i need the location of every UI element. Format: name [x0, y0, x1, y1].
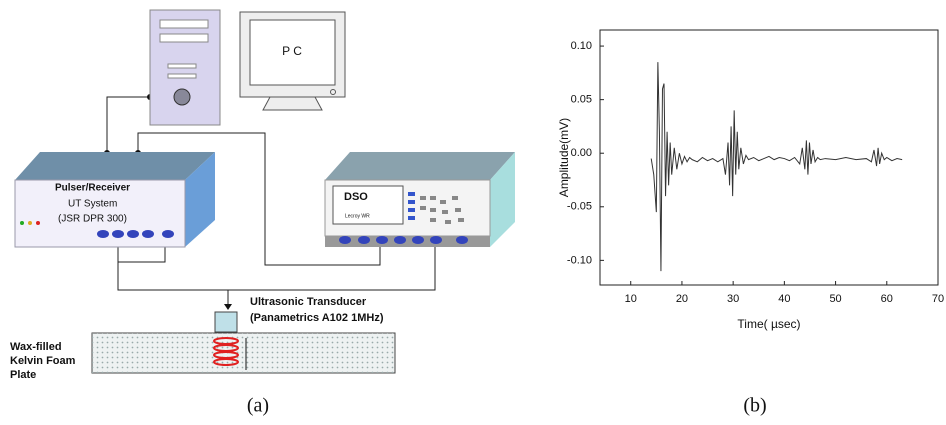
x-tick-label: 70	[932, 293, 944, 305]
connectors	[97, 230, 174, 238]
led	[20, 221, 24, 225]
dso-keys	[420, 196, 464, 224]
x-tick-label: 60	[881, 293, 893, 305]
screen	[249, 19, 336, 86]
caption: (a)	[247, 395, 269, 417]
slot	[167, 73, 197, 79]
arrow	[224, 304, 232, 310]
plate-label: Wax-filled	[10, 341, 62, 353]
transducer	[214, 311, 238, 333]
y-tick-label: 0.05	[571, 94, 592, 106]
dso-screen	[332, 185, 404, 225]
transducer-name: Ultrasonic Transducer	[250, 296, 367, 308]
led	[330, 89, 336, 95]
dso-side	[490, 152, 515, 247]
x-tick-label: 10	[625, 293, 637, 305]
x-axis-title: Time( µsec)	[737, 317, 800, 331]
power-button	[173, 88, 191, 106]
dso-top	[325, 152, 515, 180]
y-tick-label: 0.10	[571, 40, 592, 52]
y-axis-title: Amplitude(mV)	[557, 118, 571, 197]
pulser-title: Pulser/Receiver	[55, 183, 130, 194]
pulser-top	[15, 152, 215, 180]
connectors	[339, 236, 468, 244]
led	[36, 221, 40, 225]
caption: (b)	[743, 395, 766, 417]
x-tick-label: 40	[778, 293, 790, 305]
dso-buttons	[408, 192, 415, 220]
signal-line	[650, 62, 903, 272]
plot-frame	[599, 29, 939, 286]
dso-label: DSO	[344, 191, 368, 203]
x-tick-label: 20	[676, 293, 688, 305]
drive	[159, 19, 209, 29]
pulser-model: (JSR DPR 300)	[58, 214, 127, 225]
y-tick-label: 0.00	[571, 147, 592, 159]
x-tick-label: 50	[829, 293, 841, 305]
stand	[262, 96, 323, 111]
dso-base	[325, 236, 490, 247]
transducer-model: (Panametrics A102 1MHz)	[250, 312, 384, 324]
plate-label: Plate	[10, 369, 36, 381]
slot	[167, 63, 197, 69]
pulser-front	[14, 179, 186, 248]
led	[28, 221, 32, 225]
y-tick-label: -0.10	[567, 254, 592, 266]
plate-label: Kelvin Foam	[10, 355, 76, 367]
pulser-side	[185, 152, 215, 247]
x-tick-label: 30	[727, 293, 739, 305]
pc-label: P C	[282, 44, 302, 58]
dso-model: Lecroy WR	[345, 213, 370, 219]
y-tick-label: -0.05	[567, 201, 592, 213]
pulser-system: UT System	[68, 199, 117, 210]
wave-coil	[213, 337, 239, 366]
plate-pattern	[92, 333, 395, 373]
drive	[159, 33, 209, 43]
